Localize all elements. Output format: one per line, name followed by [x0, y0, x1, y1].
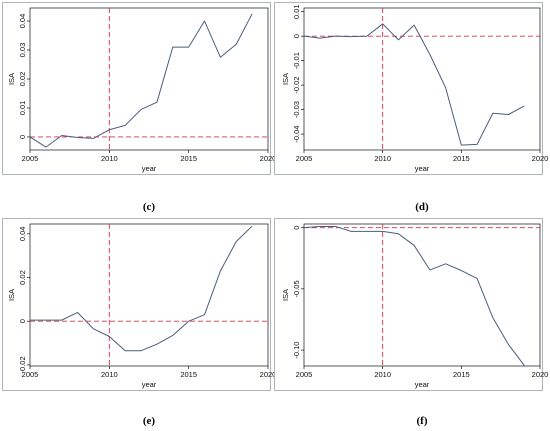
- panel-caption: (d): [415, 201, 429, 213]
- x-tick-label: 2005: [296, 370, 313, 379]
- y-tick-label: 0.01: [18, 101, 27, 116]
- panel-frame: [274, 218, 543, 391]
- x-tick-label: 2015: [453, 154, 470, 163]
- chart-panel-2: 2005 2010 2015 2020 -0.04 -0.03 -0.02 -0.01 0 0.0…: [274, 2, 549, 213]
- series-line: [30, 225, 253, 352]
- y-tick-label: -0.10: [292, 342, 301, 359]
- panel-frame: [2, 218, 271, 391]
- y-tick-label: -0.01: [292, 52, 301, 69]
- y-tick-label: 0.02: [18, 72, 27, 87]
- series-line: [303, 23, 525, 146]
- y-axis-title: ISA: [281, 289, 290, 301]
- plot-area: [303, 7, 541, 151]
- y-tick-label: 0.03: [18, 43, 27, 58]
- x-tick-label: 2015: [180, 154, 197, 163]
- y-tick-label: 0.01: [292, 4, 301, 19]
- y-tick-label: 0.04: [18, 227, 27, 242]
- y-tick-label: -0.02: [292, 77, 301, 94]
- y-tick-label: 0: [18, 135, 27, 139]
- chart-panel-1: 2005 2010 2015 2020 0 0.01 0.02 0.03 0.04 year ISA…: [2, 2, 277, 213]
- panel-caption: (c): [143, 201, 156, 213]
- x-tick-label: 2015: [180, 370, 197, 379]
- plot-area: [303, 223, 541, 367]
- chart-panel-4: 2005 2010 2015 2020 -0.10 -0.05 0 year ISA (f): [274, 218, 549, 427]
- x-tick-label: 2010: [101, 370, 118, 379]
- y-tick-label: 0: [292, 34, 301, 38]
- x-tick-label: 2010: [101, 154, 118, 163]
- panel-frame: [2, 2, 271, 175]
- x-tick-label: 2020: [260, 370, 277, 379]
- panel-frame: [274, 2, 543, 175]
- y-tick-label: -0.04: [292, 126, 301, 143]
- y-tick-label: 0: [18, 319, 27, 323]
- panel-caption: (e): [143, 415, 156, 427]
- x-tick-label: 2020: [532, 154, 549, 163]
- y-tick-label: 0.02: [18, 270, 27, 285]
- y-axis-title: ISA: [7, 73, 16, 85]
- series-line: [303, 225, 525, 366]
- y-tick-label: 0.04: [18, 14, 27, 29]
- y-axis-title: ISA: [281, 73, 290, 85]
- x-tick-label: 2005: [22, 370, 39, 379]
- panel-caption: (f): [417, 415, 428, 427]
- x-axis-title: year: [142, 380, 157, 389]
- x-tick-label: 2020: [260, 154, 277, 163]
- x-tick-label: 2005: [296, 154, 313, 163]
- x-tick-label: 2010: [374, 154, 391, 163]
- y-tick-label: -0.05: [292, 280, 301, 297]
- x-axis-title: year: [415, 380, 430, 389]
- y-tick-label: -0.03: [292, 101, 301, 118]
- y-tick-label: -0.02: [18, 356, 27, 373]
- x-tick-label: 2020: [532, 370, 549, 379]
- x-axis-title: year: [142, 164, 157, 173]
- x-tick-label: 2015: [453, 370, 470, 379]
- x-axis-title: year: [415, 164, 430, 173]
- y-tick-label: 0: [292, 226, 301, 230]
- x-tick-label: 2010: [374, 370, 391, 379]
- chart-panel-3: 2005 2010 2015 2020 -0.02 0 0.02 0.04 year ISA (e): [2, 218, 277, 427]
- x-tick-label: 2005: [22, 154, 39, 163]
- plot-area: [29, 223, 269, 367]
- series-line: [29, 13, 253, 148]
- y-axis-title: ISA: [7, 289, 16, 301]
